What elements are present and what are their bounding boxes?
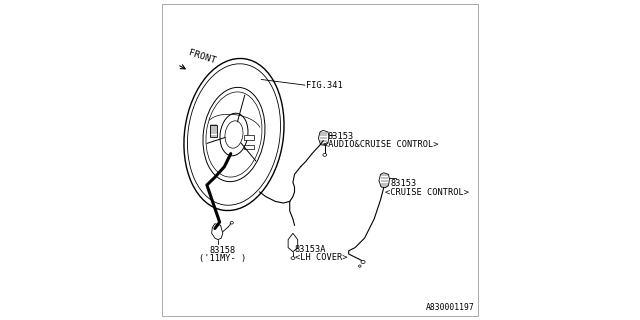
Text: FRONT: FRONT bbox=[188, 49, 218, 66]
Text: A830001197: A830001197 bbox=[426, 303, 474, 312]
Bar bbox=[244, 135, 253, 140]
Text: ('11MY- ): ('11MY- ) bbox=[199, 254, 246, 263]
Text: FIG.341: FIG.341 bbox=[306, 81, 342, 90]
Text: 83153A: 83153A bbox=[294, 245, 326, 254]
Bar bbox=[244, 145, 253, 149]
Polygon shape bbox=[210, 124, 217, 137]
Text: <LH COVER>: <LH COVER> bbox=[294, 253, 347, 262]
Text: 83153: 83153 bbox=[328, 132, 354, 140]
Text: <AUDIO&CRUISE CONTROL>: <AUDIO&CRUISE CONTROL> bbox=[323, 140, 438, 149]
Text: 83158: 83158 bbox=[210, 246, 236, 255]
Text: 83153: 83153 bbox=[390, 180, 417, 188]
Text: <CRUISE CONTROL>: <CRUISE CONTROL> bbox=[385, 188, 469, 197]
